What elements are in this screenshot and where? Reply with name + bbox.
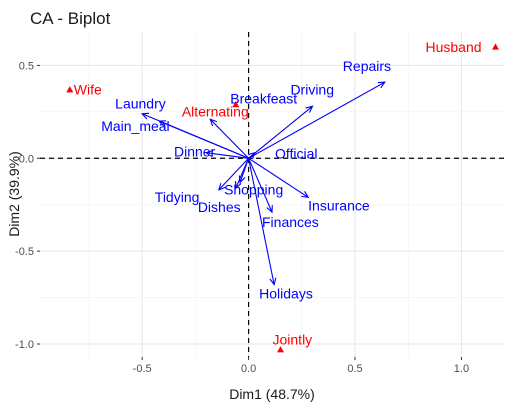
row-arrow-head	[266, 205, 273, 214]
row-arrow-head	[305, 105, 314, 113]
row-label: Tidying	[155, 189, 200, 205]
x-axis-ticks: -0.5 0.0 0.5 1.0	[133, 357, 469, 375]
column-point-marker	[232, 100, 240, 108]
reference-lines	[40, 32, 504, 357]
row-arrow-line	[239, 158, 250, 183]
row-label: Repairs	[343, 58, 391, 74]
row-label: Official	[275, 146, 318, 162]
y-tick-label: -1.0	[15, 339, 34, 351]
row-arrow-head	[204, 149, 213, 158]
row-label: Breakfeast	[230, 90, 297, 106]
y-tick-label: 0.0	[19, 153, 34, 165]
column-label: Alternating	[182, 103, 249, 119]
row-label: Shopping	[224, 181, 283, 197]
x-tick-label: 1.0	[454, 363, 469, 375]
row-arrow-head	[217, 183, 226, 191]
y-tick-label: 0.5	[19, 60, 34, 72]
column-point-marker	[277, 346, 285, 353]
row-arrow-line	[158, 120, 249, 159]
y-axis-ticks: -1.0 -0.5 0.0 0.5	[15, 60, 40, 351]
row-arrow-line	[248, 157, 309, 198]
x-tick-label: -0.5	[133, 363, 152, 375]
row-arrow-line	[248, 105, 313, 159]
column-point-marker	[66, 86, 74, 93]
column-label: Wife	[74, 82, 102, 98]
row-arrows: LaundryMain_mealDinnerBreakfeastTidyingD…	[101, 58, 391, 301]
row-arrow-head	[269, 277, 277, 286]
row-arrow-line	[218, 157, 249, 191]
row-arrow-line	[205, 152, 249, 159]
row-arrow-line	[248, 158, 273, 213]
row-label: Insurance	[308, 197, 370, 213]
row-label: Dinner	[174, 144, 216, 160]
row-label: Dishes	[198, 199, 241, 215]
row-arrow-head	[158, 120, 167, 127]
chart-title: CA - Biplot	[30, 9, 111, 28]
row-label: Laundry	[115, 96, 166, 112]
row-arrow-line	[209, 118, 249, 159]
row-label: Finances	[262, 214, 319, 230]
x-tick-label: 0.0	[241, 363, 256, 375]
x-tick-label: 0.5	[347, 363, 362, 375]
x-axis-label: Dim1 (48.7%)	[229, 386, 315, 402]
row-arrow-head	[238, 175, 246, 184]
y-tick-label: -0.5	[15, 246, 34, 258]
row-arrow-head	[140, 112, 150, 120]
column-label: Husband	[425, 39, 481, 55]
row-arrow-head	[301, 191, 310, 198]
row-arrow-head	[377, 81, 386, 89]
column-point-marker	[491, 43, 499, 50]
row-arrow-line	[248, 158, 275, 285]
row-arrow-head	[234, 180, 242, 190]
column-points: Wife Alternating Husband Jointly	[66, 39, 499, 353]
row-label: Holidays	[259, 286, 313, 302]
y-axis-label: Dim2 (39.9%)	[6, 151, 22, 237]
column-label: Jointly	[273, 332, 313, 348]
row-arrow-head	[209, 118, 218, 127]
row-arrow-line	[248, 81, 386, 159]
plot-panel	[40, 32, 504, 357]
row-label: Main_meal	[101, 118, 169, 134]
row-label: Driving	[290, 81, 334, 97]
